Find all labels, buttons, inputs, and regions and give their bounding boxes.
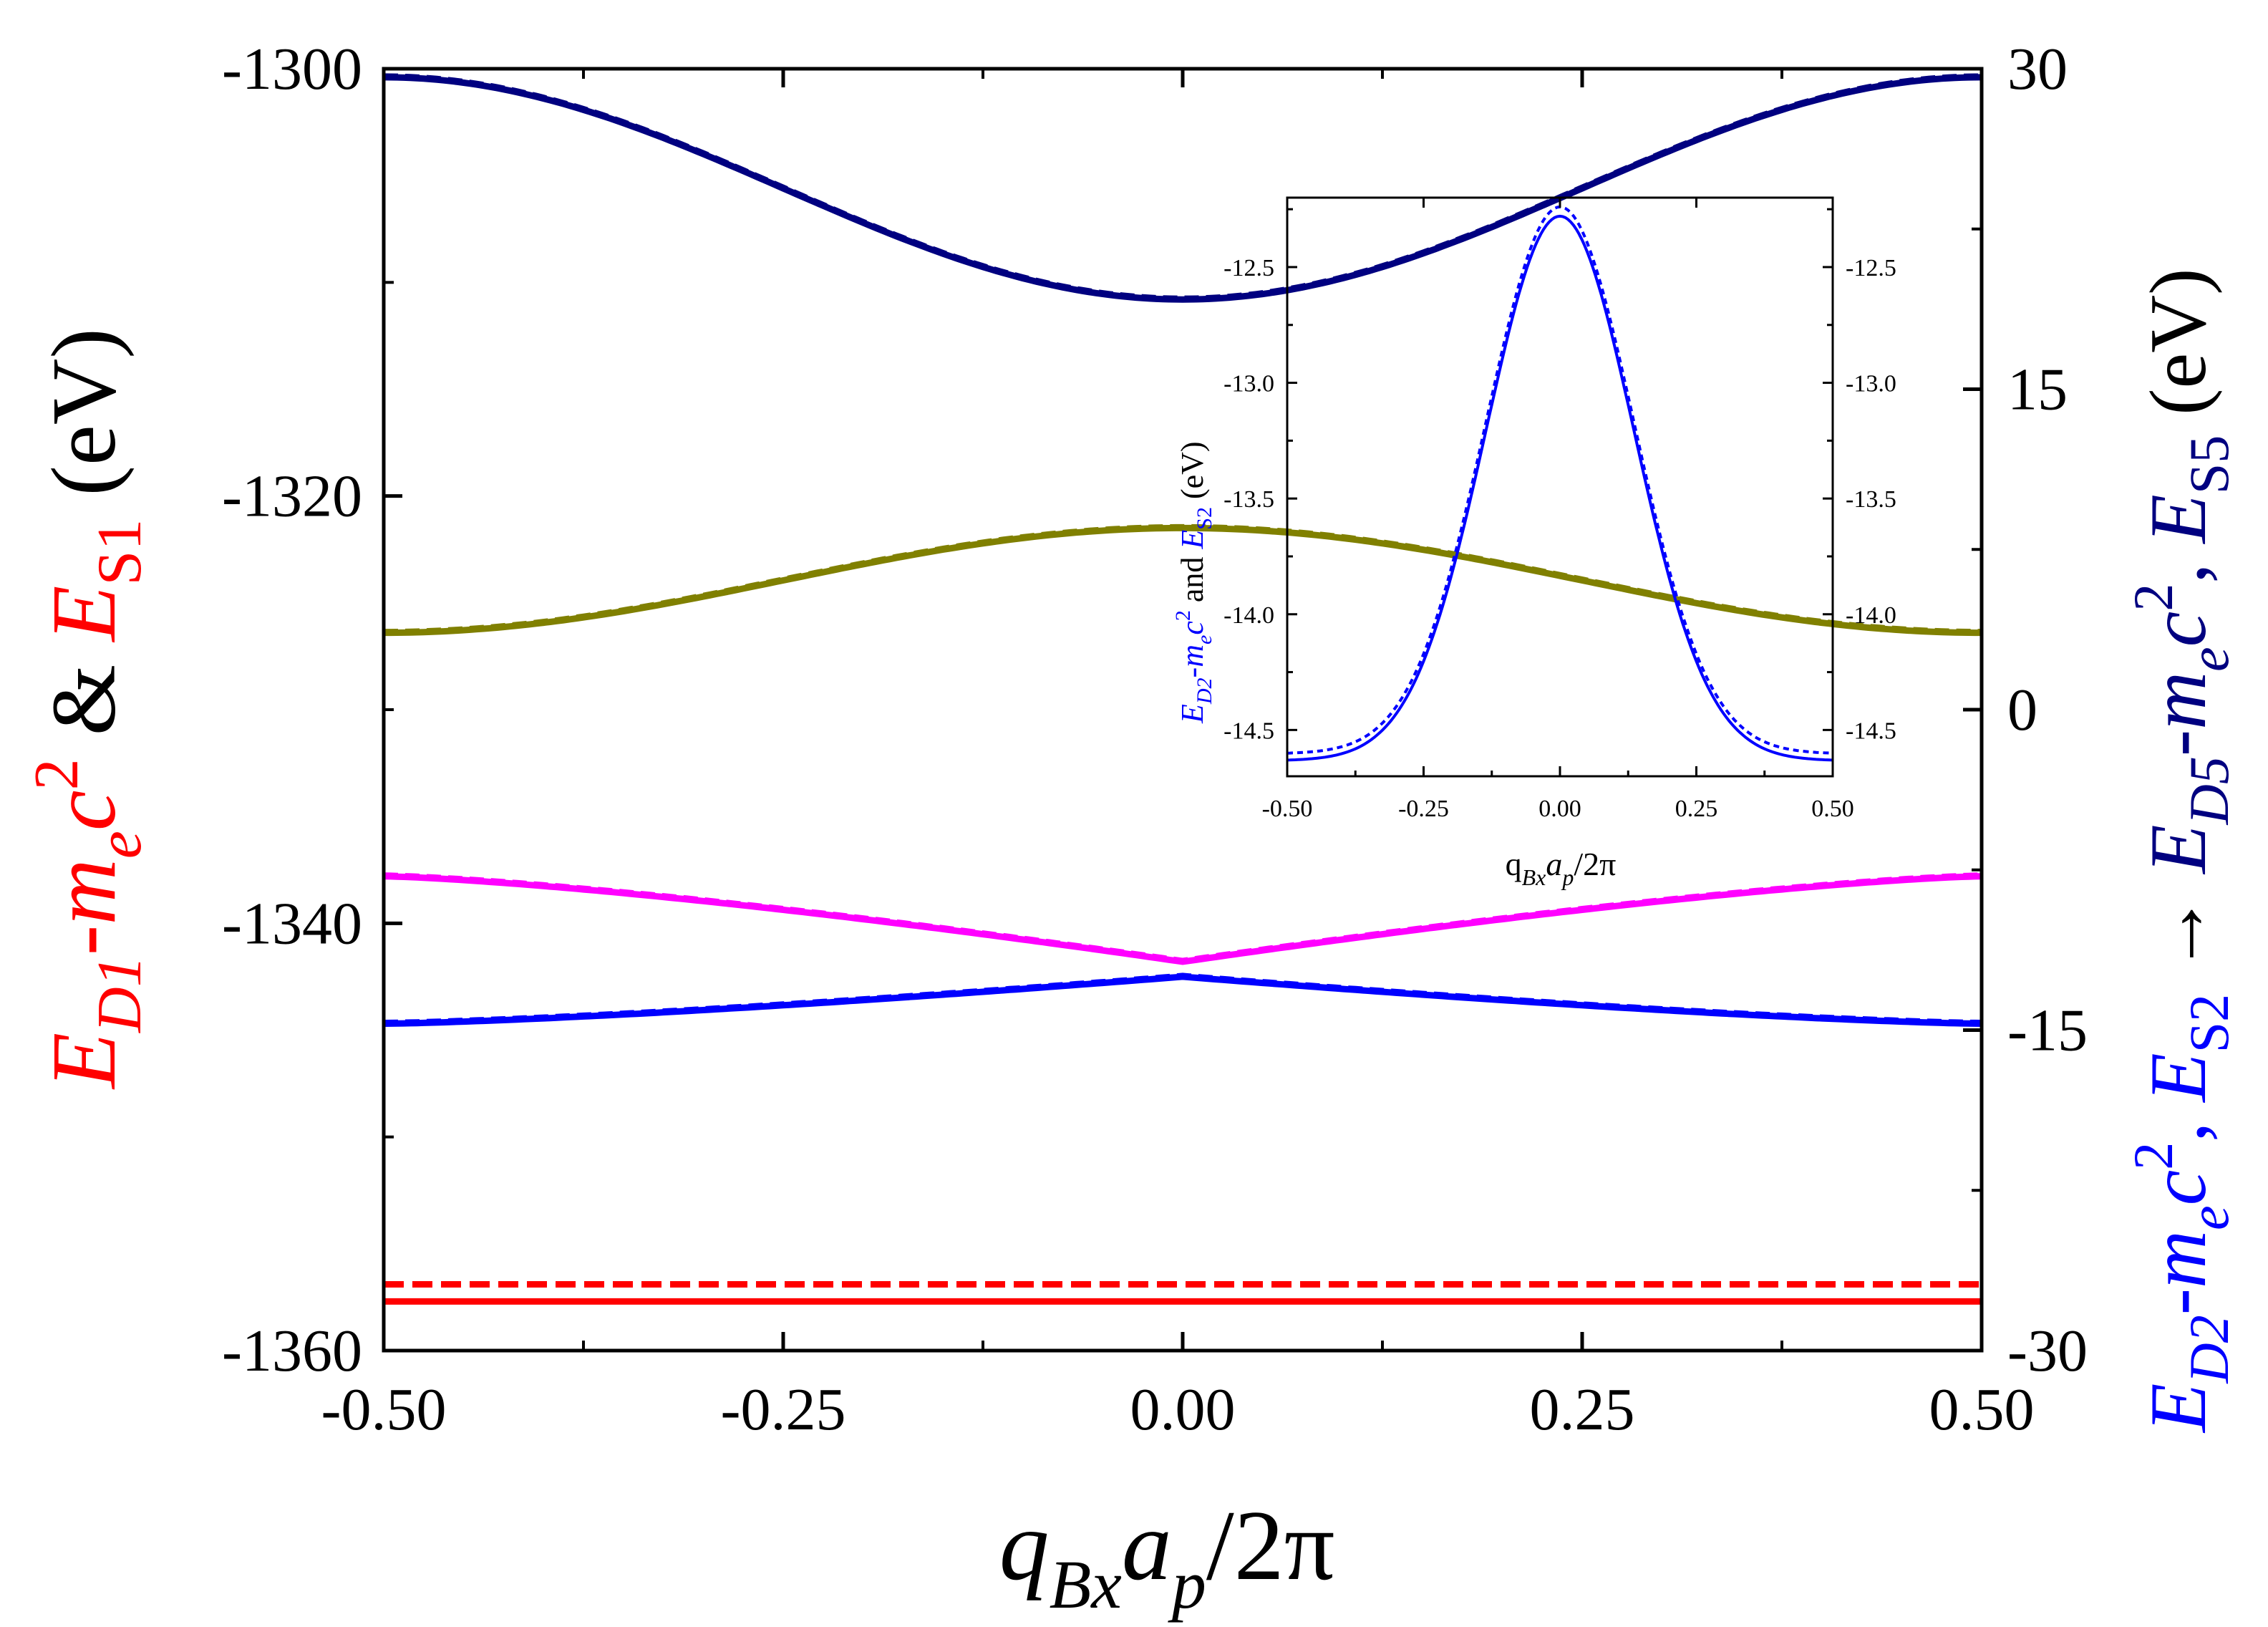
- y-right-tick-label: 0: [2007, 677, 2037, 743]
- y-left-tick-label: -1340: [222, 890, 362, 957]
- y-axis-left-label: ED1-mec2 & ES1 (eV): [22, 328, 155, 1090]
- series-line-5: [384, 524, 1982, 637]
- x-tick-label: 0.50: [1929, 1376, 2035, 1443]
- inset-y-tick-label-left: -13.0: [1223, 371, 1274, 397]
- y-right-tick-label: -30: [2007, 1318, 2088, 1384]
- inset-y-tick-label-left: -12.5: [1223, 255, 1274, 281]
- series-line-6: [383, 74, 1982, 303]
- inset-x-tick-label: 0.50: [1811, 796, 1854, 822]
- series-line-3-dashed: [383, 972, 1982, 1023]
- y-left-tick-label: -1320: [222, 463, 362, 530]
- series-line-4-dashed: [383, 872, 1982, 962]
- inset-x-tick-label: 0.25: [1675, 796, 1718, 822]
- inset-y-axis-label: ED2-mec2 and ES2 (eV): [1171, 441, 1216, 724]
- y-right-tick-label: -15: [2007, 998, 2088, 1064]
- series-line-3: [383, 973, 1982, 1027]
- series-line-4: [383, 873, 1982, 965]
- inset-y-tick-label-right: -12.5: [1846, 255, 1896, 281]
- y-left-tick-label: -1360: [222, 1318, 362, 1384]
- inset-x-tick-label: -0.25: [1398, 796, 1449, 822]
- inset-y-tick-label-right: -13.5: [1846, 486, 1896, 513]
- x-tick-label: -0.25: [721, 1376, 846, 1443]
- y-axis-right-label: ED2-mec2, ES2 → ED5-mec2, ES5 (eV): [2122, 269, 2240, 1434]
- y-left-tick-label: -1300: [222, 36, 362, 102]
- inset-y-tick-label-left: -13.5: [1223, 486, 1274, 513]
- inset-y-tick-label-right: -14.0: [1846, 602, 1896, 629]
- y-right-tick-label: 30: [2007, 36, 2068, 102]
- x-tick-label: 0.25: [1530, 1376, 1635, 1443]
- inset-series-line-1: [1286, 214, 1833, 762]
- series-line-6-dashed: [383, 73, 1982, 299]
- y-right-tick-label: 15: [2007, 357, 2068, 423]
- inset-x-tick-label: 0.00: [1538, 796, 1581, 822]
- inset-x-tick-label: -0.50: [1262, 796, 1313, 822]
- inset-series-line-2: [1286, 205, 1833, 755]
- series-line-5-dashed: [384, 523, 1982, 633]
- inset-plot: -0.50 -0.25 0.00 0.25 0.50 -14.5 -14.5 -14.0 -14…: [1223, 198, 1896, 822]
- inset-plot-frame: [1286, 196, 1834, 778]
- inset-y-tick-label-left: -14.5: [1223, 718, 1274, 744]
- inset-y-tick-label-left: -14.0: [1223, 602, 1274, 629]
- x-axis-label: qBxap/2π: [999, 1490, 1335, 1623]
- x-tick-label: -0.50: [321, 1376, 447, 1443]
- x-tick-label: 0.00: [1130, 1376, 1236, 1443]
- inset-y-tick-label-right: -13.0: [1846, 371, 1896, 397]
- inset-x-axis-label: qBxap/2π: [1506, 846, 1617, 890]
- main-ticks-layer: -0.50 -0.25 0.00 0.25 0.50 -1360 -1340 -1320 -13…: [222, 36, 2088, 1443]
- main-series-layer: [383, 73, 1982, 1305]
- inset-y-tick-label-right: -14.5: [1846, 718, 1896, 744]
